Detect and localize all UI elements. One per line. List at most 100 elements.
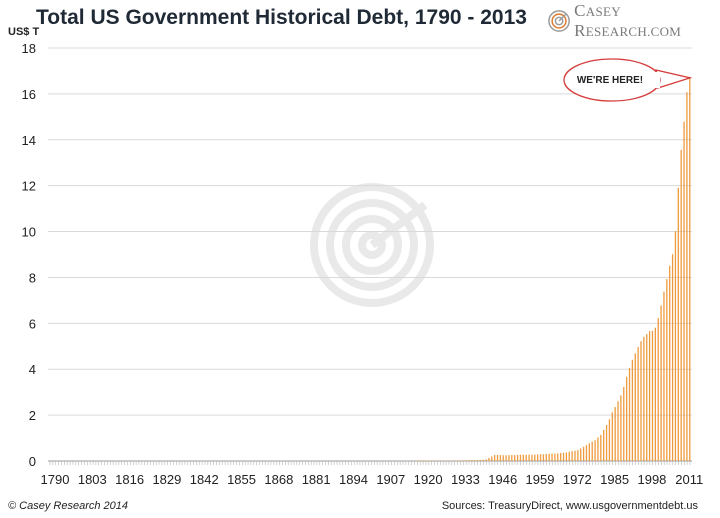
bar — [660, 305, 662, 461]
bar — [571, 451, 573, 461]
y-tick-label: 16 — [22, 87, 36, 102]
bar — [422, 460, 424, 461]
bar — [603, 429, 605, 461]
bar — [580, 448, 582, 461]
bar — [620, 395, 622, 461]
bar — [462, 460, 464, 461]
y-axis-label: US$ T — [8, 26, 40, 38]
bar — [628, 367, 631, 461]
bar — [427, 460, 430, 461]
bar — [648, 331, 651, 461]
bar — [551, 453, 553, 461]
x-tick-label: 1855 — [227, 472, 256, 487]
bar — [674, 231, 677, 461]
bar — [637, 346, 639, 461]
x-tick-label: 1959 — [526, 472, 555, 487]
watermark-icon — [310, 183, 434, 307]
copyright-note: © Casey Research 2014 — [8, 500, 129, 512]
bar — [577, 450, 579, 461]
x-tick-label: 1894 — [339, 472, 368, 487]
brand-logo: CASEY RESEARCH.COM — [548, 1, 720, 40]
y-tick-label: 8 — [29, 270, 36, 285]
bar — [591, 441, 593, 461]
bar — [508, 455, 510, 461]
bar — [646, 334, 648, 461]
bar — [562, 452, 565, 461]
bar — [554, 453, 556, 461]
x-tick-label: 1842 — [190, 472, 219, 487]
bar — [597, 437, 599, 461]
y-tick-labels: 0 2 4 6 8 10 12 14 16 18 — [22, 41, 36, 469]
sources-note: Sources: TreasuryDirect, www.usgovernmen… — [441, 500, 698, 512]
bar — [505, 455, 507, 461]
bar — [485, 459, 487, 461]
bar — [594, 440, 596, 461]
y-tick-label: 12 — [22, 179, 36, 194]
bar — [626, 376, 628, 461]
x-tick-label: 1985 — [600, 472, 629, 487]
bar — [545, 454, 547, 461]
bar — [539, 454, 542, 461]
bar — [557, 453, 559, 461]
bar — [471, 460, 473, 461]
x-tick-label: 1946 — [488, 472, 517, 487]
bar — [531, 454, 533, 461]
bar — [482, 459, 484, 461]
bar — [671, 254, 674, 461]
y-tick-label: 6 — [29, 316, 36, 331]
bar — [588, 443, 590, 461]
bar — [493, 455, 496, 461]
bar — [689, 76, 691, 461]
bar — [669, 265, 671, 461]
y-tick-label: 14 — [22, 133, 36, 148]
bar — [600, 434, 602, 461]
x-tick-label: 1790 — [41, 472, 70, 487]
bar — [568, 451, 570, 461]
bar-series — [49, 76, 691, 465]
bar — [425, 460, 427, 461]
bar — [666, 279, 668, 461]
bar — [537, 454, 539, 461]
bar — [534, 454, 536, 461]
chart-title: Total US Government Historical Debt, 179… — [36, 6, 527, 29]
bar — [514, 455, 516, 461]
bar — [476, 460, 479, 461]
x-tick-label: 1933 — [451, 472, 480, 487]
annotation-callout: WE'RE HERE! — [563, 58, 693, 102]
bar — [419, 460, 421, 461]
bar — [608, 419, 611, 461]
bar — [459, 460, 461, 461]
bar — [565, 452, 568, 461]
bar — [488, 457, 490, 461]
bar — [525, 454, 527, 461]
bar — [548, 453, 550, 461]
x-tick-label: 1920 — [414, 472, 443, 487]
callout-pointer — [655, 69, 693, 89]
bar — [631, 359, 634, 461]
x-tick-label: 1829 — [152, 472, 181, 487]
bar — [605, 424, 608, 461]
bar — [491, 456, 493, 461]
bar — [585, 445, 588, 461]
bar — [473, 460, 476, 461]
bar — [640, 341, 642, 461]
bar — [479, 460, 481, 461]
bar — [686, 92, 688, 461]
bar — [502, 455, 504, 461]
callout-mask — [652, 72, 660, 88]
y-tick-label: 4 — [29, 362, 36, 377]
y-tick-label: 2 — [29, 408, 36, 423]
x-tick-label: 2011 — [675, 472, 703, 487]
bar — [657, 318, 659, 461]
x-tick-label: 1998 — [637, 472, 666, 487]
x-tick-label: 1881 — [302, 472, 331, 487]
brand-name: CASEY RESEARCH.COM — [574, 1, 682, 40]
y-tick-label: 18 — [22, 41, 36, 56]
casey-research-logo-icon — [548, 10, 570, 32]
bar — [519, 454, 522, 461]
bar — [654, 327, 656, 461]
bar — [542, 454, 545, 461]
x-tick-label: 1907 — [376, 472, 405, 487]
bar — [634, 353, 636, 461]
